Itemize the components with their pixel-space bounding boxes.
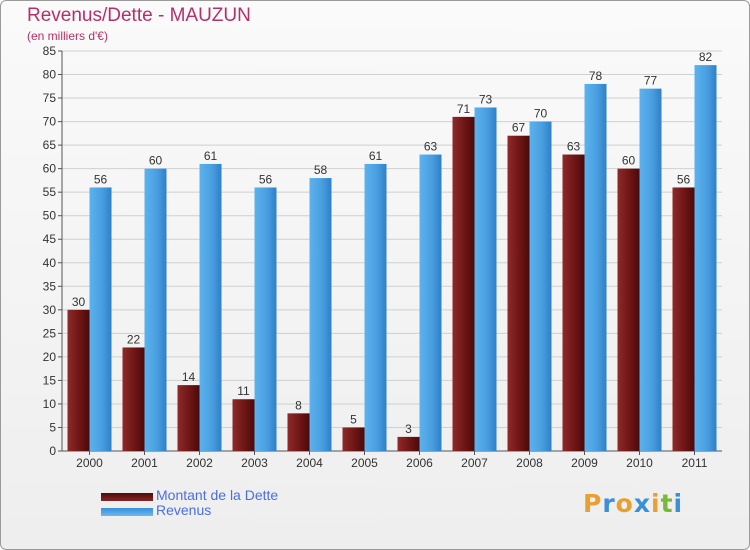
data-label: 5: [350, 412, 357, 426]
y-tick-label: 70: [43, 115, 57, 129]
y-tick-label: 50: [43, 209, 57, 223]
data-label: 58: [314, 163, 328, 177]
bar-dette: [452, 116, 475, 451]
bar-dette: [562, 154, 585, 451]
logo-letter: x: [633, 489, 651, 518]
y-tick-label: 80: [43, 68, 57, 82]
bar-revenus: [199, 163, 222, 452]
logo-letter: t: [660, 489, 674, 518]
data-label: 71: [457, 102, 471, 116]
legend-label-revenus: Revenus: [156, 502, 212, 518]
bar-dette: [67, 309, 90, 451]
legend-swatch-revenus: [101, 508, 153, 516]
data-label: 56: [259, 172, 273, 186]
chart-subtitle: (en milliers d'€): [27, 29, 108, 43]
x-tick-label: 2004: [296, 456, 323, 470]
y-tick-label: 35: [43, 279, 57, 293]
bar-revenus: [694, 65, 717, 451]
bar-revenus: [309, 178, 332, 451]
x-tick-label: 2003: [241, 456, 268, 470]
x-tick-label: 2000: [76, 456, 103, 470]
y-tick-label: 60: [43, 162, 57, 176]
x-tick-label: 2007: [461, 456, 488, 470]
chart-title: Revenus/Dette - MAUZUN: [27, 5, 251, 26]
bar-revenus: [584, 83, 607, 452]
y-tick-label: 45: [43, 232, 57, 246]
data-label: 73: [479, 92, 493, 106]
bar-dette: [287, 413, 310, 451]
y-tick-label: 40: [43, 256, 57, 270]
x-tick-label: 2005: [351, 456, 378, 470]
data-label: 63: [424, 140, 438, 154]
y-tick-label: 5: [49, 420, 56, 434]
data-label: 56: [94, 172, 108, 186]
data-label: 3: [405, 422, 412, 436]
y-tick-label: 85: [43, 44, 57, 58]
y-tick-label: 10: [43, 397, 57, 411]
bar-dette: [122, 347, 145, 451]
data-label: 11: [237, 384, 250, 398]
y-tick-label: 20: [43, 350, 57, 364]
y-tick-label: 25: [43, 326, 57, 340]
y-tick-label: 0: [49, 444, 56, 458]
bar-revenus: [419, 154, 442, 451]
bar-dette: [177, 385, 200, 451]
x-tick-label: 2001: [131, 456, 158, 470]
bar-dette: [232, 399, 255, 451]
y-tick-label: 75: [43, 91, 57, 105]
bar-revenus: [364, 163, 387, 452]
legend-swatch-dette: [101, 493, 153, 501]
y-tick-label: 55: [43, 185, 57, 199]
x-tick-label: 2002: [186, 456, 213, 470]
bar-revenus: [639, 88, 662, 451]
x-tick-label: 2011: [682, 456, 708, 470]
y-tick-label: 30: [43, 303, 57, 317]
bar-dette: [617, 168, 640, 451]
data-label: 14: [182, 370, 196, 384]
data-label: 30: [72, 295, 86, 309]
logo-letter: P: [583, 489, 603, 518]
proxiti-logo: Proxiti: [583, 489, 683, 518]
data-label: 78: [589, 69, 603, 83]
bar-dette: [672, 187, 695, 451]
x-tick-label: 2008: [516, 456, 543, 470]
legend-label-dette: Montant de la Dette: [156, 487, 279, 503]
x-tick-label: 2006: [406, 456, 433, 470]
x-tick-label: 2010: [626, 456, 653, 470]
data-label: 67: [512, 121, 526, 135]
x-tick-label: 2009: [571, 456, 598, 470]
logo-letter: i: [651, 489, 661, 518]
bar-revenus: [89, 187, 112, 451]
data-label: 56: [677, 172, 691, 186]
data-label: 77: [644, 74, 658, 88]
data-label: 82: [699, 50, 713, 64]
logo-letter: r: [602, 489, 616, 518]
y-tick-label: 15: [43, 373, 57, 387]
data-label: 60: [149, 154, 163, 168]
data-label: 60: [622, 154, 636, 168]
data-label: 61: [369, 149, 383, 163]
bar-revenus: [144, 168, 167, 451]
data-label: 61: [204, 149, 218, 163]
y-tick-label: 65: [43, 138, 57, 152]
bar-dette: [507, 135, 530, 452]
bar-dette: [342, 427, 365, 451]
bar-revenus: [474, 107, 497, 452]
bar-revenus: [529, 121, 552, 452]
logo-letter: o: [615, 489, 634, 518]
data-label: 22: [127, 332, 141, 346]
bar-dette: [397, 436, 420, 451]
data-label: 70: [534, 107, 548, 121]
data-label: 63: [567, 140, 581, 154]
logo-letter: i: [673, 489, 684, 518]
data-label: 8: [295, 398, 302, 412]
bar-revenus: [254, 187, 277, 451]
